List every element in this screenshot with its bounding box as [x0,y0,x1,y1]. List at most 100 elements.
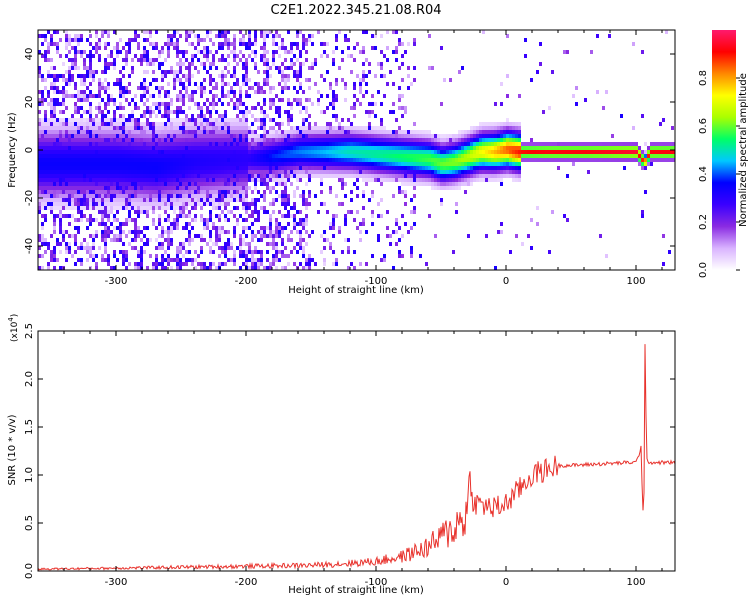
heatmap-cell [179,194,182,198]
heatmap-cell [152,202,155,206]
heatmap-cell [323,126,326,130]
heatmap-cell [284,74,287,78]
heatmap-cell [398,190,401,194]
heatmap-cell [203,138,206,142]
heatmap-cell [293,218,296,222]
heatmap-cell [266,166,269,170]
heatmap-cell [80,210,83,214]
heatmap-cell [65,138,68,142]
heatmap-cell [83,62,86,66]
heatmap-cell [299,238,302,242]
heatmap-cell [161,150,164,154]
heatmap-cell [176,54,179,58]
heatmap-cell [206,70,209,74]
heatmap-cell [326,170,329,174]
heatmap-cell [209,170,212,174]
heatmap-cell [401,94,404,98]
heatmap-cell [206,194,209,198]
heatmap-cell [398,146,401,150]
heatmap-cell [377,146,380,150]
heatmap-cell [179,178,182,182]
heatmap-cell [59,146,62,150]
heatmap-cell [59,206,62,210]
heatmap-cell [107,98,110,102]
heatmap-cell [476,134,479,138]
heatmap-cell [116,82,119,86]
heatmap-cell [53,162,56,166]
heatmap-cell [323,238,326,242]
heatmap-cell [338,178,341,182]
heatmap-cell [455,202,458,206]
heatmap-cell [335,126,338,130]
heatmap-cell [281,98,284,102]
heatmap-cell [191,42,194,46]
heatmap-cell [188,162,191,166]
heatmap-cell [164,154,167,158]
heatmap-cell [122,174,125,178]
heatmap-cell [122,166,125,170]
heatmap-cell [494,122,497,126]
heatmap-cell [41,34,44,38]
heatmap-cell [44,58,47,62]
heatmap-cell [56,86,59,90]
heatmap-cell [149,174,152,178]
heatmap-cell [224,138,227,142]
heatmap-cell [317,162,320,166]
heatmap-cell [224,186,227,190]
heatmap-cell [113,234,116,238]
heatmap-cell [326,150,329,154]
heatmap-cell [56,194,59,198]
heatmap-cell [338,30,341,34]
heatmap-cell [59,162,62,166]
heatmap-cell [488,142,491,146]
heatmap-cell [362,62,365,66]
heatmap-cell [497,170,500,174]
heatmap-cell [479,126,482,130]
heatmap-cell [587,170,590,174]
heatmap-cell [356,138,359,142]
heatmap-cell [338,142,341,146]
heatmap-cell [98,46,101,50]
heatmap-cell [233,70,236,74]
heatmap-cell [242,54,245,58]
heatmap-cell [398,162,401,166]
heatmap-cell [260,126,263,130]
heatmap-cell [173,70,176,74]
heatmap-cell [281,154,284,158]
heatmap-cell [251,210,254,214]
heatmap-cell [122,190,125,194]
heatmap-cell [272,202,275,206]
heatmap-cell [446,134,449,138]
heatmap-cell [236,206,239,210]
heatmap-cell [161,62,164,66]
heatmap-cell [323,146,326,150]
heatmap-cell [44,214,47,218]
heatmap-cell [440,178,443,182]
heatmap-cell [221,190,224,194]
heatmap-cell [95,202,98,206]
heatmap-cell [53,258,56,262]
heatmap-cell [308,262,311,266]
heatmap-cell [116,118,119,122]
heatmap-cell [434,142,437,146]
heatmap-cell [107,202,110,206]
heatmap-cell [62,202,65,206]
heatmap-cell [74,242,77,246]
heatmap-cell [119,146,122,150]
heatmap-cell [197,202,200,206]
heatmap-cell [113,110,116,114]
heatmap-cell [221,46,224,50]
heatmap-cell [455,166,458,170]
heatmap-cell [233,154,236,158]
heatmap-cell [194,138,197,142]
heatmap-cell [545,158,548,162]
heatmap-cell [290,106,293,110]
heatmap-cell [242,42,245,46]
heatmap-cell [104,174,107,178]
heatmap-cell [122,114,125,118]
heatmap-cell [122,106,125,110]
heatmap-cell [92,174,95,178]
heatmap-cell [104,242,107,246]
heatmap-cell [473,130,476,134]
